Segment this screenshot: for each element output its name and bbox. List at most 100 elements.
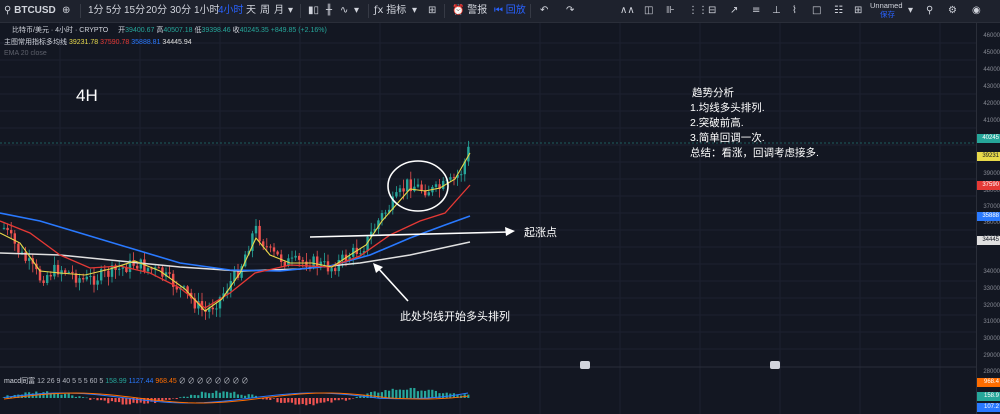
camera-icon[interactable]: ◉ <box>972 5 981 16</box>
price-tag-macd3: 107.2 <box>977 403 1000 412</box>
chart-legend-ema[interactable]: EMA 20 close <box>4 50 47 57</box>
candle-body <box>53 264 56 277</box>
ruler-icon[interactable]: ≡ <box>752 5 761 16</box>
macd-bar <box>323 398 326 403</box>
macd-bar <box>334 398 337 401</box>
brush-icon[interactable]: ⌇ <box>792 5 797 16</box>
macd-bar <box>251 394 254 398</box>
macd-bar <box>143 398 146 404</box>
toolbar-divider <box>80 4 81 18</box>
alarm-clock-icon: ⏰ <box>452 5 465 16</box>
macd-bar <box>262 398 265 400</box>
interval-1d[interactable]: 天 <box>246 5 256 16</box>
candle-body <box>442 180 445 190</box>
candle-body <box>218 297 222 309</box>
macd-bar <box>197 395 200 398</box>
candle-body <box>463 161 466 175</box>
macd-bar <box>136 398 139 404</box>
alert-button[interactable]: ⏰ 警报 <box>452 3 487 19</box>
macd-bar <box>377 392 380 398</box>
interval-30m[interactable]: 30分 <box>170 5 192 16</box>
watchlist-icon[interactable]: ☷ <box>834 5 843 16</box>
candle-body <box>143 259 146 272</box>
macd-bar <box>301 398 304 404</box>
macd-legend[interactable]: macd同富 12 26 9 40 5 5 5 60 5 158.99 1127… <box>4 376 248 386</box>
interval-1w[interactable]: 周 <box>260 5 270 16</box>
candle-body <box>254 225 258 234</box>
toolbar-divider <box>368 4 369 18</box>
macd-bar <box>218 392 221 398</box>
macd-bar <box>190 394 193 398</box>
replay-icon: ⏮ <box>494 5 503 16</box>
bars-pattern-icon[interactable]: ⊪ <box>666 5 675 16</box>
pin-icon[interactable]: ⊥ <box>772 5 781 16</box>
symbol-search[interactable]: ⚲ BTCUSD <box>4 3 56 19</box>
macd-bar <box>118 398 121 403</box>
macd-bar <box>186 396 189 398</box>
macd-bar <box>290 398 293 403</box>
ma-bull-label: 此处均线开始多头排列 <box>400 311 510 323</box>
undo-icon[interactable]: ↶ <box>540 5 549 16</box>
candle-body <box>85 276 88 280</box>
price-range-icon[interactable]: ⊟ <box>708 5 717 16</box>
candle-body <box>416 184 420 187</box>
gear-icon[interactable]: ⚙ <box>948 5 957 16</box>
chevron-down-icon[interactable]: ▾ <box>412 5 418 16</box>
square-icon[interactable]: □ <box>812 5 822 16</box>
candle-body <box>262 241 265 247</box>
candle-body <box>107 270 110 277</box>
layout-grid-icon[interactable]: ⊞ <box>428 5 437 16</box>
macd-bar <box>348 398 351 400</box>
macd-bar <box>42 392 45 398</box>
macd-bar <box>208 393 211 398</box>
chevron-down-icon[interactable]: ▾ <box>908 5 914 16</box>
layout-name[interactable]: Unnamed 保存 <box>870 1 903 19</box>
candle-body <box>388 209 391 213</box>
rectangle-tool-icon[interactable]: ◫ <box>644 5 654 16</box>
replay-label: 回放 <box>505 5 526 16</box>
fib-icon[interactable]: ⋮⋮ <box>688 5 708 16</box>
candle-body <box>60 270 63 275</box>
bars-icon[interactable]: ╫ <box>326 5 333 16</box>
interval-4h[interactable]: 4小时 <box>218 5 244 16</box>
macd-bar <box>395 389 398 398</box>
macd-bar <box>74 396 77 398</box>
plus-circle-icon[interactable]: ⊕ <box>62 5 71 16</box>
chevron-down-icon[interactable]: ▾ <box>288 5 294 16</box>
interval-1m[interactable]: 1分 <box>88 5 104 16</box>
candle-body <box>316 256 319 267</box>
indicators-button[interactable]: ƒx 指标 <box>374 3 406 19</box>
interval-20m[interactable]: 20分 <box>146 5 168 16</box>
replay-button[interactable]: ⏮ 回放 <box>494 3 526 19</box>
price-chart[interactable] <box>0 23 976 414</box>
macd-bar <box>38 393 41 398</box>
grid-layout-icon[interactable]: ⊞ <box>854 5 863 16</box>
axis-tick: 37000 <box>983 204 1000 210</box>
interval-5m[interactable]: 5分 <box>106 5 122 16</box>
arrow-tool-icon[interactable]: ↗ <box>730 5 739 16</box>
candles-icon[interactable]: ▮▯ <box>308 5 320 16</box>
macd-bar <box>312 398 315 406</box>
candle-body <box>402 188 405 192</box>
line-chart-icon[interactable]: ∿ <box>340 5 349 16</box>
interval-15m[interactable]: 15分 <box>124 5 146 16</box>
candle-body <box>280 254 283 262</box>
trend-line-icon[interactable]: ∧∧ <box>620 5 635 16</box>
redo-icon[interactable]: ↷ <box>566 5 575 16</box>
interval-1mo[interactable]: 月 <box>274 5 284 16</box>
low-label: 低 <box>194 27 202 34</box>
candle-body <box>283 261 286 267</box>
search-icon[interactable]: ⚲ <box>926 5 934 16</box>
flag-icon[interactable] <box>580 361 590 369</box>
chevron-down-icon[interactable]: ▾ <box>354 5 360 16</box>
search-icon: ⚲ <box>4 5 12 16</box>
macd-bar <box>413 388 416 398</box>
candle-body <box>294 255 297 258</box>
candle-body <box>74 273 78 283</box>
candle-body <box>46 275 49 283</box>
macd-bar <box>406 389 409 398</box>
flag-icon[interactable] <box>770 361 780 369</box>
change-value: +849.85 (+2.16%) <box>270 27 327 34</box>
chart-legend-ma[interactable]: 主图常用指标多均线 39231.78 37590.78 35888.81 344… <box>4 37 192 47</box>
interval-1h[interactable]: 1小时 <box>194 5 220 16</box>
